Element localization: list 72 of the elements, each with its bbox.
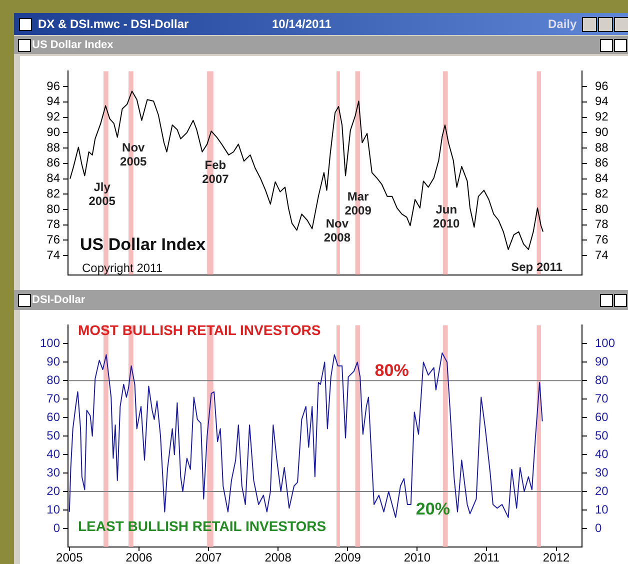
chart-title: DSI-Dollar — [32, 293, 86, 308]
y-tick-label: 90 — [46, 124, 60, 139]
text: 10/14/2011 — [272, 16, 332, 33]
y2-tick-label: 76 — [595, 232, 609, 247]
ref-line-label: 80% — [374, 360, 409, 380]
y-tick-label: 90 — [46, 354, 60, 368]
y2-tick-label: 90 — [595, 124, 609, 139]
y-tick-label: 40 — [46, 446, 60, 461]
x-tick-label: 2009 — [334, 550, 362, 564]
y-tick-label: 80 — [46, 372, 60, 387]
y-tick-label: 10 — [46, 502, 60, 516]
y2-tick-label: 80 — [595, 202, 609, 216]
annotation: LEAST BULLISH RETAIL INVESTORS — [78, 518, 326, 534]
y-tick-label: 96 — [46, 78, 60, 93]
ref-line-label: 20% — [416, 500, 450, 519]
chart-subtitle: US Dollar Index — [32, 38, 114, 53]
y2-tick-label: 40 — [595, 446, 609, 461]
annotation: Copyright 2011 — [82, 261, 162, 275]
annotation: Jun 2010 — [433, 202, 460, 230]
y2-tick-label: 90 — [595, 354, 609, 368]
y2-tick-label: 10 — [595, 502, 609, 516]
chart-title: DX & DSI.mwc - DSI-Dollar — [38, 16, 189, 33]
y-tick-label: 100 — [40, 336, 60, 350]
y2-tick-label: 78 — [595, 217, 609, 232]
y2-tick-label: 30 — [595, 465, 609, 480]
y-tick-label: 78 — [46, 217, 60, 232]
annotation: MOST BULLISH RETAIL INVESTORS — [78, 322, 321, 338]
y2-tick-label: 86 — [595, 156, 609, 170]
y2-tick-label: 0 — [595, 520, 602, 535]
y-tick-label: 82 — [46, 186, 60, 200]
y2-tick-label: 100 — [595, 336, 616, 350]
text: Daily — [548, 16, 577, 33]
x-tick-label: 2012 — [542, 550, 570, 564]
x-tick-label: 2005 — [56, 550, 84, 564]
x-tick-label: 2008 — [264, 550, 292, 564]
y-tick-label: 88 — [46, 140, 60, 154]
y2-tick-label: 60 — [595, 410, 609, 424]
annotation: Feb 2007 — [202, 158, 230, 186]
x-tick-label: 2007 — [195, 550, 222, 564]
annotation: Nov 2005 — [120, 140, 148, 168]
x-tick-label: 2011 — [474, 550, 500, 564]
y2-tick-label: 82 — [595, 186, 609, 200]
y-tick-label: 30 — [46, 465, 60, 480]
y-tick-label: 94 — [46, 94, 60, 108]
y-tick-label: 70 — [46, 391, 60, 406]
y-tick-label: 74 — [46, 248, 60, 262]
y-tick-label: 76 — [46, 232, 60, 247]
y2-tick-label: 94 — [595, 94, 609, 108]
y-tick-label: 50 — [46, 428, 60, 442]
x-tick-label: 2010 — [404, 550, 431, 564]
y2-tick-label: 84 — [595, 171, 609, 186]
y-tick-label: 86 — [46, 156, 60, 170]
y2-tick-label: 70 — [595, 391, 609, 406]
y2-tick-label: 50 — [595, 428, 609, 442]
y2-tick-label: 88 — [595, 140, 609, 154]
annotation: Jly 2005 — [88, 180, 116, 208]
y2-tick-label: 80 — [595, 372, 609, 387]
annotation: US Dollar Index — [80, 235, 206, 255]
y-tick-label: 20 — [46, 484, 60, 498]
y2-tick-label: 74 — [595, 248, 609, 262]
y2-tick-label: 96 — [595, 78, 609, 93]
y-tick-label: 84 — [46, 171, 60, 186]
y2-tick-label: 20 — [595, 484, 609, 498]
y-tick-label: 0 — [53, 520, 60, 535]
annotation: Nov 2008 — [324, 216, 351, 244]
annotation: Sep 2011 — [511, 260, 563, 274]
x-tick-label: 2006 — [126, 550, 153, 564]
y-tick-label: 80 — [46, 202, 60, 216]
y2-tick-label: 92 — [595, 110, 609, 124]
annotation: Mar 2009 — [344, 189, 372, 218]
y-tick-label: 92 — [46, 110, 60, 124]
y-tick-label: 60 — [46, 410, 60, 424]
